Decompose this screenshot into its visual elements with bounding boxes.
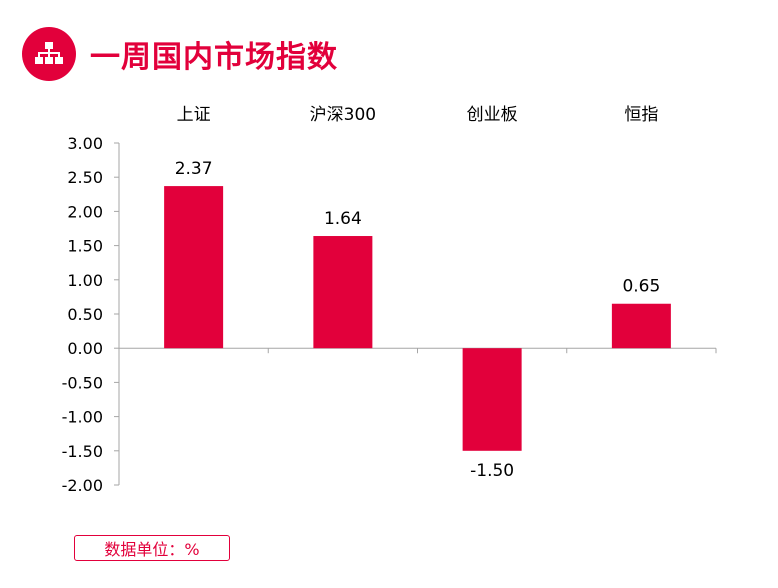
y-tick-label: -1.50 <box>62 442 103 461</box>
hierarchy-icon <box>22 27 76 81</box>
bar-chart: 3.00 2.50 2.00 1.50 1.00 0.50 0.00 -0.50 -1.00 -1… <box>62 105 717 495</box>
bar-3 <box>462 348 522 451</box>
y-tick-label: 1.50 <box>67 237 103 256</box>
category-label: 上证 <box>177 105 211 125</box>
data-label: 0.65 <box>622 277 660 297</box>
unit-label: 数据单位：% <box>74 535 230 561</box>
chart-title: 一周国内市场指数 <box>90 40 338 75</box>
category-label: 恒指 <box>624 105 658 125</box>
y-tick-label: 2.50 <box>67 168 103 187</box>
y-tick-label: 0.50 <box>67 305 103 324</box>
data-label: -1.50 <box>470 461 514 481</box>
data-label: 1.64 <box>324 209 362 229</box>
data-label: 2.37 <box>175 159 213 179</box>
y-tick-label: -2.00 <box>62 476 103 495</box>
y-tick-label: 3.00 <box>67 134 103 153</box>
category-label: 沪深300 <box>310 105 376 125</box>
bar-2 <box>313 236 373 349</box>
category-label: 创业板 <box>467 105 518 125</box>
y-tick-label: 0.00 <box>67 339 103 358</box>
bar-4 <box>611 303 671 349</box>
y-tick-label: -0.50 <box>62 373 103 392</box>
chart-header: 一周国内市场指数 <box>22 26 338 82</box>
y-tick-label: -1.00 <box>62 408 103 427</box>
y-tick-label: 1.00 <box>67 271 103 290</box>
y-tick-label: 2.00 <box>67 202 103 221</box>
bar-1 <box>164 186 224 349</box>
